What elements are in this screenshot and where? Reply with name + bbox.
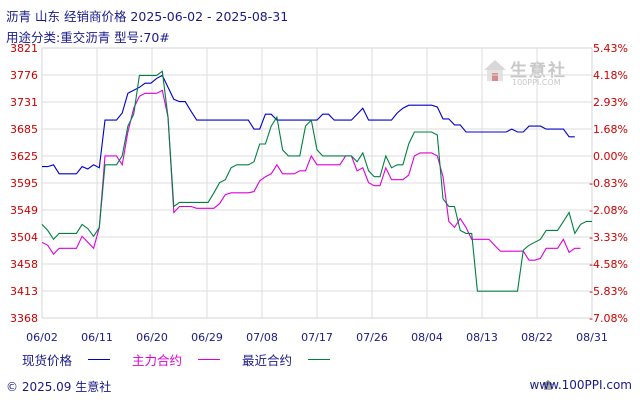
legend-swatch-main-contract [198, 358, 221, 360]
y-left-tick-label: 3368 [10, 312, 38, 325]
x-tick-label: 07/26 [356, 331, 388, 344]
y-right-tick-label: -4.58% [589, 258, 628, 271]
y-left-tick-label: 3685 [10, 123, 38, 136]
series-line-2 [41, 70, 592, 292]
y-right-tick-label: 1.68% [593, 123, 628, 136]
legend-item-main-contract: 主力合约 [132, 350, 221, 369]
legend-label-nearest-contract: 最近合约 [242, 352, 293, 368]
chart-title: 沥青 山东 经销商价格 2025-06-02 - 2025-08-31 [6, 9, 289, 24]
x-tick-label: 06/29 [191, 331, 223, 344]
x-tick-label: 08/22 [521, 331, 553, 344]
y-left-tick-label: 3504 [10, 231, 38, 244]
y-axis-left: 3821 3776 3731 3685 3625 3595 3549 3504 3458 3413… [10, 42, 38, 325]
y-left-tick-label: 3731 [10, 96, 38, 109]
legend-swatch-nearest-contract [308, 358, 331, 360]
legend-item-spot: 现货价格 [22, 350, 111, 369]
y-right-tick-label: -5.83% [589, 285, 628, 298]
y-left-tick-label: 3413 [10, 285, 38, 298]
y-right-tick-label: 4.18% [593, 69, 628, 82]
x-tick-label: 06/20 [136, 331, 168, 344]
y-left-tick-label: 3595 [10, 177, 38, 190]
legend-label-main-contract: 主力合约 [132, 352, 183, 368]
x-tick-label: 08/31 [576, 331, 608, 344]
x-tick-label: 06/11 [81, 331, 113, 344]
copyright-text: © 2025.09 生意社 [6, 380, 112, 394]
chart-grid [41, 47, 593, 319]
y-right-tick-label: -7.08% [589, 312, 628, 325]
x-tick-label: 07/08 [246, 331, 278, 344]
legend-label-spot: 现货价格 [22, 352, 73, 368]
x-axis: 06/02 06/11 06/20 06/29 07/08 07/17 07/26 08/04… [26, 331, 608, 344]
y-axis-right: 5.43% 4.18% 2.93% 1.68% 0.00% -0.83% -2.08% -3.… [589, 42, 628, 325]
y-left-tick-label: 3625 [10, 150, 38, 163]
y-left-tick-label: 3776 [10, 69, 38, 82]
site-url: www.100PPI.com [529, 378, 632, 392]
x-tick-label: 08/04 [411, 331, 443, 344]
y-right-tick-label: -3.33% [589, 231, 628, 244]
watermark-url: 100PPI.COM [512, 78, 561, 87]
series-line-1 [41, 89, 581, 261]
y-right-tick-label: 2.93% [593, 96, 628, 109]
legend-swatch-spot [88, 358, 111, 360]
house-icon [542, 380, 554, 390]
series-line-0 [42, 74, 575, 175]
x-tick-label: 07/17 [301, 331, 333, 344]
chart-legend: 现货价格 主力合约 最近合约 [22, 350, 352, 369]
x-tick-label: 08/13 [466, 331, 498, 344]
y-right-tick-label: 5.43% [593, 42, 628, 55]
legend-item-nearest-contract: 最近合约 [242, 350, 331, 369]
y-left-tick-label: 3821 [10, 42, 38, 55]
x-tick-label: 06/02 [26, 331, 58, 344]
y-right-tick-label: -2.08% [589, 204, 628, 217]
y-left-tick-label: 3458 [10, 258, 38, 271]
y-right-tick-label: -0.83% [589, 177, 628, 190]
chart-subtitle: 用途分类:重交沥青 型号:70# [6, 30, 170, 45]
y-right-tick-label: 0.00% [593, 150, 628, 163]
y-left-tick-label: 3549 [10, 204, 38, 217]
series-lines [41, 70, 592, 292]
